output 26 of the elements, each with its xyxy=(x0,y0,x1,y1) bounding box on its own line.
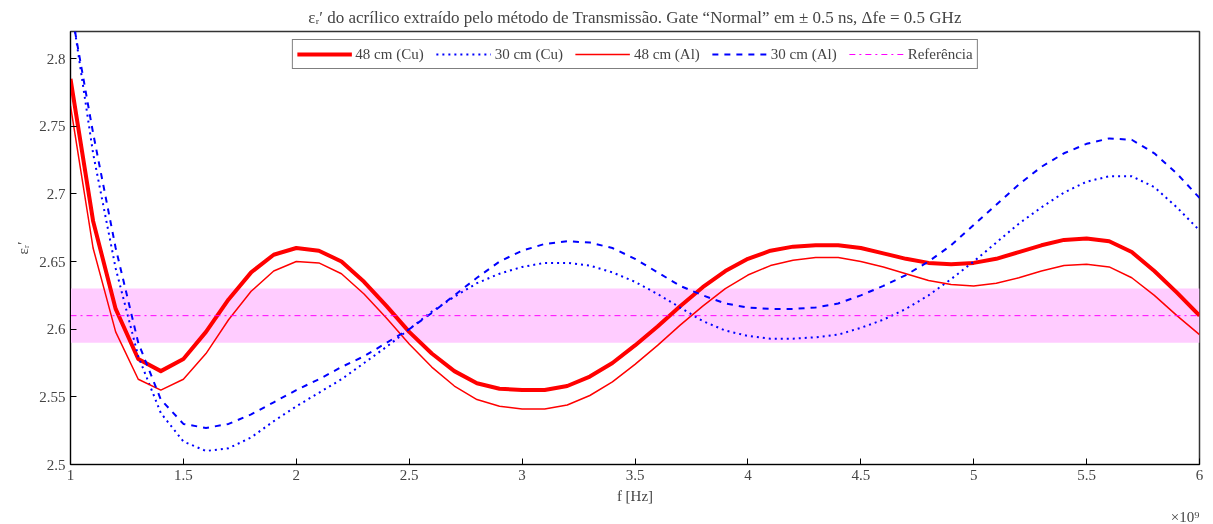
y-tick-label: 2.6 xyxy=(46,321,66,338)
y-tick-label: 2.65 xyxy=(39,253,66,270)
y-tick-label: 2.75 xyxy=(39,118,66,135)
y-tick-label: 2.7 xyxy=(46,185,66,202)
y-tick-label: 2.55 xyxy=(39,388,66,405)
text: ×10⁹ xyxy=(1170,508,1200,524)
legend-label: Referência xyxy=(907,45,973,63)
x-tick-label: 2 xyxy=(292,466,301,483)
x-tick-label: 1.5 xyxy=(174,466,193,483)
x-tick-label: 3 xyxy=(518,466,526,483)
x-tick-label: 5 xyxy=(969,466,978,483)
x-tick-label: 1 xyxy=(66,466,75,483)
x-tick-label: 3.5 xyxy=(625,466,645,483)
x-tick-label: 6 xyxy=(1195,466,1204,483)
y-axis-title: εᵣ′ xyxy=(15,241,32,255)
x-axis-title: f [Hz] xyxy=(616,487,654,504)
legend-label: 48 cm (Cu) xyxy=(355,45,424,63)
chart-title: εᵣ′ do acrílico extraído pelo método de Transmissão. Gate “Normal” em ± 0.5 ns, Δfe = 0.5 GHz xyxy=(308,7,962,27)
legend-label: 48 cm (Al) xyxy=(634,45,700,63)
x-tick-label: 2.5 xyxy=(399,466,419,483)
y-tick-label: 2.8 xyxy=(46,50,66,67)
x-tick-label: 4 xyxy=(744,466,753,483)
legend-label: 30 cm (Al) xyxy=(770,45,837,63)
legend-label: 30 cm (Cu) xyxy=(494,45,564,63)
x-tick-label: 5.5 xyxy=(1077,466,1096,483)
x-tick-label: 4.5 xyxy=(851,466,871,483)
